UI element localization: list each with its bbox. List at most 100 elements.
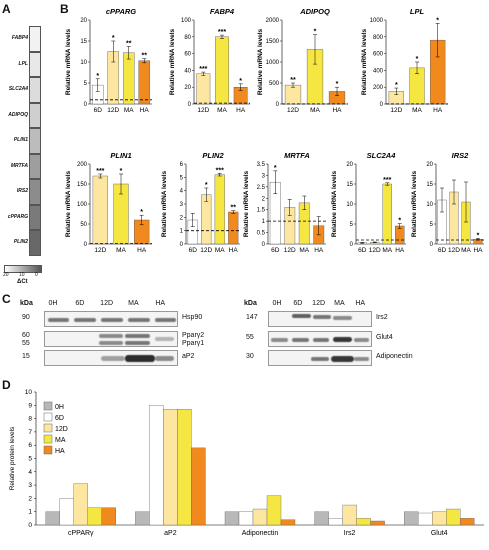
x-tick-label-4-2: HA [137,247,147,254]
right-blot-band-2-0 [310,357,330,361]
legend-swatch-0h [43,401,53,411]
left-blot-band-2-0 [101,356,126,361]
y-tick-label-6-4: 2 [262,196,266,202]
sig-mark-5-2: *** [216,167,224,174]
protein-bar-2-12d [252,508,268,526]
chart-ylabel-3: Relative mRNA levels [361,29,368,96]
right-blot-kda-1-0: 55 [246,334,254,341]
left-blot-lane-12d: 12D [100,300,114,307]
y-tick-label-6-2: 1 [262,219,266,225]
protein-bar-3-6d [328,518,343,526]
protein-bar-4-6d [418,512,433,526]
y-tick-label-3-1: 200 [373,85,384,91]
heatmap-cell-slc2a4 [29,77,41,103]
x-tick-label-8-0: 6D [438,247,447,254]
heatmap-cell-plin1 [29,128,41,154]
x-tick-label-5-3: HA [229,247,239,254]
x-tick-label-6-0: 6D [271,247,280,254]
protein-category-4: Glut4 [431,530,448,537]
y-tick-label-4-2: 100 [77,202,88,208]
x-tick-label-4-1: MA [116,247,126,254]
protein-y-tick-label-7: 7 [28,429,32,436]
left-blot-protein-0-0: Hsp90 [182,314,203,321]
chart-ylabel-8: Relative mRNA levels [411,171,418,238]
x-tick-label-5-0: 6D [189,247,198,254]
sig-mark-3-1: * [416,56,419,63]
protein-ylabel: Relative protein levels [9,426,16,490]
left-blot-blot-row-2 [44,350,178,366]
chart-ylabel-5: Relative mRNA levels [161,171,168,238]
left-blot-kda-2-0: 15 [22,353,30,360]
right-blot-band-1-0 [271,338,288,342]
right-blot-band-2-1 [331,356,355,362]
y-tick-label-1-2: 40 [184,68,191,74]
left-blot-band-0-3 [128,318,150,322]
legend-label-ma: MA [55,437,66,444]
sig-mark-5-1: * [205,182,208,189]
chart-ylabel-4: Relative mRNA levels [65,171,72,238]
chart-title-4: PLIN1 [110,151,131,160]
heatmap-cell-cpparg [29,204,41,230]
chart-ylabel-6: Relative mRNA levels [243,171,250,238]
sig-mark-0-3: ** [142,53,148,60]
right-blot-kda-2-0: 30 [246,353,254,360]
y-tick-label-4-0: 0 [84,242,88,248]
protein-bar-4-ha [460,518,475,526]
sig-mark-2-1: * [314,29,317,36]
right-blot-lane-12d: 12D [312,300,326,307]
y-tick-label-7-0: 0 [350,242,354,248]
heatmap-gene-irs2: IRS2 [16,188,28,194]
right-blot-lane-ma: MA [334,300,345,307]
right-blot-lane-ha: HA [355,300,366,307]
x-tick-label-0-1: 12D [107,107,119,114]
legend-swatch-12d [43,423,53,433]
x-tick-label-0-0: 6D [94,107,103,114]
x-tick-label-5-2: MA [215,247,225,254]
x-tick-label-2-2: HA [332,107,342,114]
protein-bar-3-12d [342,504,357,526]
chart-title-3: LPL [410,7,425,16]
bar-2-12d [284,84,302,105]
protein-y-tick-label-8: 8 [28,416,32,423]
y-tick-label-6-7: 3.5 [257,162,266,168]
sig-mark-5-3: ** [231,205,237,212]
chart-ylabel-7: Relative mRNA levels [331,171,338,238]
bar-7-ma [382,183,392,245]
y-tick-label-6-0: 0 [262,242,266,248]
right-blot-band-1-3 [333,337,353,342]
y-tick-label-8-3: 15 [426,182,433,188]
y-tick-label-6-5: 2.5 [257,185,266,191]
y-tick-label-0-3: 15 [80,39,87,45]
y-tick-label-2-4: 2000 [266,18,280,24]
heatmap-cell-irs2 [29,179,41,205]
x-tick-label-4-0: 12D [94,247,106,254]
y-tick-label-0-0: 0 [84,102,88,108]
sig-mark-1-1: *** [218,29,226,36]
legend-label-12d: 12D [55,426,68,433]
sig-mark-3-0: * [395,82,398,89]
legend-swatch-6d [43,412,53,422]
heatmap-gene-plin2: PLIN2 [13,239,28,245]
chart-title-8: IRS2 [452,151,470,160]
bar-0-ha [138,60,151,105]
protein-bar-4-ma [446,508,461,526]
protein-bar-1-12d [163,409,178,526]
sig-mark-2-2: * [336,81,339,88]
right-blot-band-0-0 [291,314,311,318]
sig-mark-0-2: ** [126,40,132,47]
right-blot-blot-row-1 [268,331,372,347]
y-tick-label-3-4: 800 [373,35,384,41]
chart-ylabel-1: Relative mRNA levels [169,29,176,96]
protein-bar-2-6d [238,511,254,526]
left-blot-protein-1-0: Pparγ2 [182,332,205,339]
y-tick-label-5-1: 1 [180,229,184,235]
left-blot-band-1-4 [154,337,174,341]
y-tick-label-1-0: 0 [188,102,192,108]
x-tick-label-0-2: MA [124,107,134,114]
protein-bar-2-0h [224,511,240,526]
left-blot-lane-ma: MA [128,300,139,307]
protein-bar-4-12d [432,511,447,526]
x-tick-label-2-0: 12D [287,107,299,114]
y-tick-label-5-4: 4 [180,189,184,195]
protein-y-tick-label-1: 1 [28,509,32,516]
